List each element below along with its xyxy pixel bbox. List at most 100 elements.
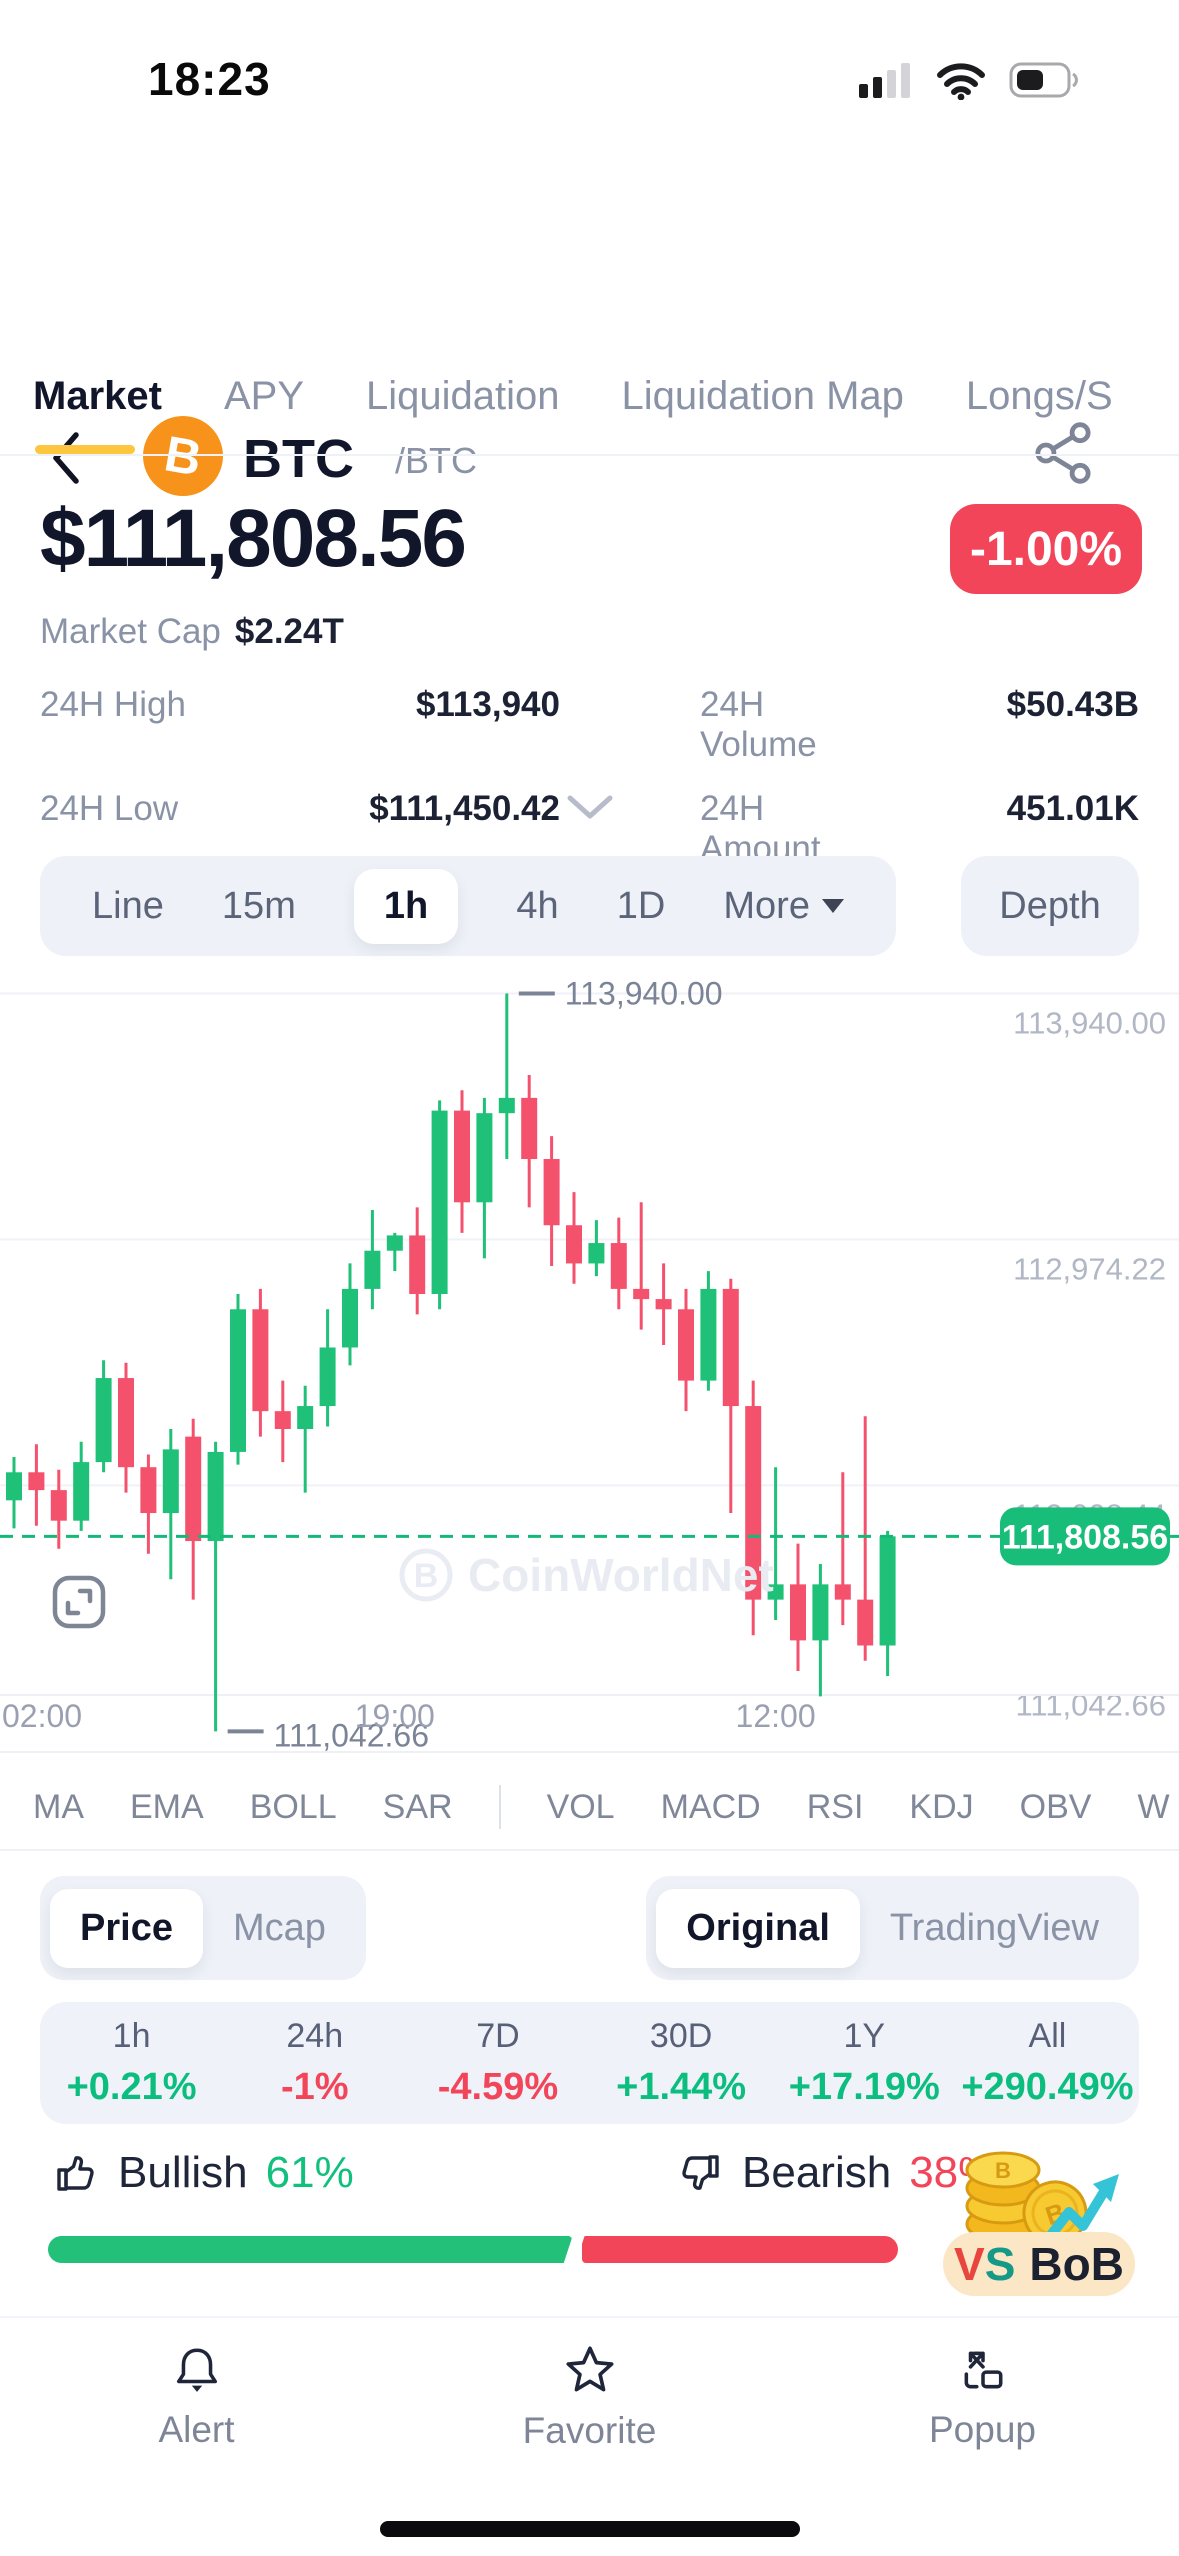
nav-label: Alert [158,2409,235,2450]
indicator-bar: MA EMA BOLL SAR VOL MACD RSI KDJ OBV W [0,1765,1179,1851]
bullish-pct: 61% [265,2148,354,2197]
popup-icon [964,2351,1002,2389]
bitcoin-logo-icon: B [143,416,223,496]
tab-liquidation-map[interactable]: Liquidation Map [621,374,904,418]
indicator-boll[interactable]: BOLL [249,1787,337,1826]
performance-period-label: 1Y [843,2017,886,2055]
active-tab-underline [35,445,135,454]
svg-text:111,042.66: 111,042.66 [274,1717,429,1753]
indicator-macd[interactable]: MACD [660,1787,761,1826]
svg-text:111,808.56: 111,808.56 [1002,1518,1168,1556]
interval-15m[interactable]: 15m [221,884,296,927]
view-toggles: Price Mcap Original TradingView [40,1876,1139,1980]
status-time: 18:23 [148,53,271,105]
indicator-obv[interactable]: OBV [1019,1787,1092,1826]
change-badge: -1.00% [950,504,1142,594]
depth-button[interactable]: Depth [961,856,1139,956]
performance-cell-24h: 24h -1% [223,2017,406,2109]
performance-value: -4.59% [437,2066,559,2108]
chevron-down-icon[interactable] [566,792,614,822]
tab-liquidation[interactable]: Liquidation [366,374,560,418]
tab-apy[interactable]: APY [223,374,304,418]
performance-period-label: 24h [286,2017,344,2055]
performance-cell-1h: 1h +0.21% [40,2017,223,2109]
bullish-row: Bullish 61% [52,2148,354,2198]
sentiment-bar [48,2232,898,2268]
interval-more[interactable]: More [723,885,844,928]
nav-label: Popup [929,2409,1036,2450]
svg-text:19:00: 19:00 [355,1698,435,1734]
nav-item-alert[interactable]: Alert [97,2345,297,2451]
bullish-bar [48,2236,572,2263]
stat-value: $50.43B [1006,685,1139,724]
tab-longs-s[interactable]: Longs/S [965,374,1113,418]
status-icons [859,60,1083,100]
home-indicator[interactable] [380,2521,800,2537]
tab-market[interactable]: Market [33,352,162,454]
toggle-original[interactable]: Original [656,1888,860,1968]
stat-label: 24H Low [40,789,179,828]
toggle-tradingview[interactable]: TradingView [889,1906,1099,1949]
watermark-coin-icon: B [399,1548,453,1602]
bottom-nav: Alert Favorite Popup [0,2316,1179,2478]
performance-cell-1y: 1Y +17.19% [773,2017,956,2109]
indicator-ma[interactable]: MA [33,1787,84,1826]
performance-period-label: 7D [476,2017,520,2055]
stat-value: $111,450.42 [369,789,560,828]
svg-text:111,042.66: 111,042.66 [1015,1687,1166,1722]
toggle-mcap[interactable]: Mcap [232,1906,326,1949]
tab-bar: Market APY Liquidation Liquidation Map Longs… [0,352,1179,456]
performance-period-label: 1h [112,2017,151,2055]
stat-label: 24H Volume [700,685,817,764]
indicator-sar[interactable]: SAR [382,1787,453,1826]
source-toggle: Original TradingView [646,1876,1139,1980]
bearish-bar [582,2236,898,2263]
performance-period-label: 30D [649,2017,713,2055]
indicator-w[interactable]: W [1137,1787,1170,1826]
svg-text:12:00: 12:00 [736,1698,816,1734]
market-cap-row: Market Cap $2.24T [40,612,344,652]
star-icon [565,2346,614,2392]
svg-text:B: B [414,1557,439,1595]
bearish-label: Bearish [742,2148,892,2197]
interval-4h[interactable]: 4h [516,884,559,927]
price-value: $111,808.56 [40,493,467,584]
performance-cell-all: All +290.49% [956,2017,1139,2109]
interval-1h[interactable]: 1h [353,868,459,944]
nav-item-popup[interactable]: Popup [883,2345,1083,2451]
wifi-icon [937,63,985,100]
performance-cell-30d: 30D +1.44% [590,2017,773,2109]
performance-value: +1.44% [616,2066,747,2108]
indicator-kdj[interactable]: KDJ [909,1787,974,1826]
expand-icon[interactable] [52,1575,106,1629]
toggle-price[interactable]: Price [50,1888,203,1968]
indicator-vol[interactable]: VOL [546,1787,615,1826]
stats-grid: 24H High $113,940 24H Volume $50.43B 24H… [40,685,1139,869]
share-icon[interactable] [1035,422,1091,484]
indicator-rsi[interactable]: RSI [806,1787,864,1826]
metric-toggle: Price Mcap [40,1876,366,1980]
bell-icon [176,2348,217,2392]
candlestick-chart[interactable]: 113,940.00112,974.22112,008.44111,042.66… [0,955,1179,1755]
bearish-row: Bearish 38% [676,2148,997,2198]
performance-cell-7d: 7D -4.59% [406,2017,589,2109]
nav-item-favorite[interactable]: Favorite [490,2344,690,2452]
interval-line[interactable]: Line [92,884,164,927]
vs-label-v: V [954,2238,985,2290]
bob-label: BoB [1029,2238,1124,2290]
battery-icon [1009,62,1078,98]
svg-text:113,940.00: 113,940.00 [565,975,723,1011]
indicator-ema[interactable]: EMA [130,1787,204,1826]
interval-segmented-control: Line 15m 1h 4h 1D More [40,856,896,956]
stat-label: 24H High [40,685,186,724]
interval-1d[interactable]: 1D [616,884,666,927]
performance-value: +17.19% [788,2066,940,2108]
bullish-label: Bullish [118,2148,248,2197]
back-button[interactable] [48,430,84,486]
thumbs-down-icon[interactable] [676,2149,724,2197]
watermark-text: CoinWorldNet [468,1549,774,1601]
svg-text:112,974.22: 112,974.22 [1013,1251,1166,1286]
thumbs-up-icon[interactable] [52,2149,100,2197]
